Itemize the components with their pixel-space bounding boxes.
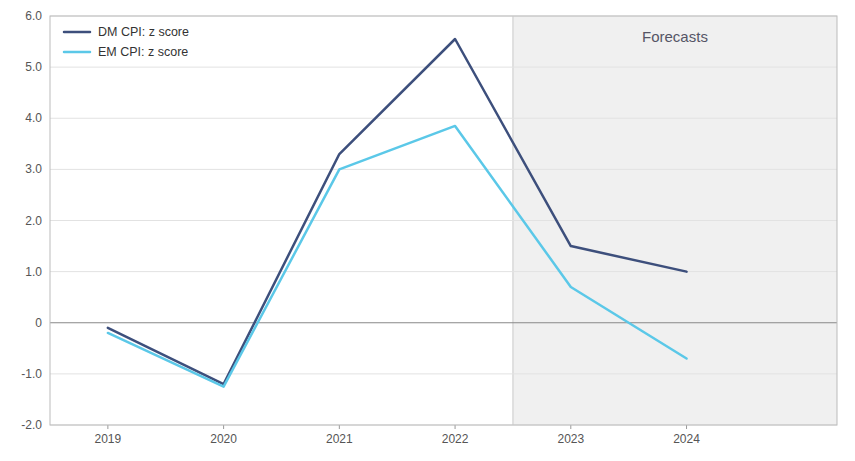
y-tick-label: 0 xyxy=(35,316,42,330)
legend-label: EM CPI: z score xyxy=(98,45,188,59)
y-tick-label: -2.0 xyxy=(21,418,42,432)
x-tick xyxy=(455,425,456,429)
y-tick-label: 5.0 xyxy=(25,60,42,74)
x-tick-label: 2024 xyxy=(673,432,700,446)
x-tick-label: 2023 xyxy=(557,432,584,446)
legend-label: DM CPI: z score xyxy=(98,25,189,39)
x-tick-label: 2021 xyxy=(326,432,353,446)
grid-line xyxy=(50,271,837,272)
x-tick xyxy=(339,425,340,429)
x-tick-label: 2022 xyxy=(442,432,469,446)
grid-line xyxy=(50,220,837,221)
series-line xyxy=(108,126,687,387)
y-tick-label: 6.0 xyxy=(25,9,42,23)
chart-container: -2.0 -1.0 0 1.0 2.0 3.0 4.0 5.0 6.0 2019 2020 2021 2… xyxy=(0,0,855,461)
series-group xyxy=(108,39,687,387)
y-tick-label: 4.0 xyxy=(25,111,42,125)
legend-swatch xyxy=(64,51,90,54)
zero-line xyxy=(50,322,837,323)
grid-line xyxy=(50,67,837,68)
grid-line xyxy=(50,373,837,374)
legend-swatch xyxy=(64,31,90,34)
y-tick-label: 1.0 xyxy=(25,265,42,279)
x-tick-label: 2020 xyxy=(210,432,237,446)
x-tick xyxy=(223,425,224,429)
series-line xyxy=(108,39,687,384)
y-tick-label: -1.0 xyxy=(21,367,42,381)
x-tick xyxy=(107,425,108,429)
x-tick xyxy=(570,425,571,429)
grid-line xyxy=(50,118,837,119)
x-tick-label: 2019 xyxy=(95,432,122,446)
plot-background xyxy=(50,16,837,425)
legend: DM CPI: z score EM CPI: z score xyxy=(64,25,189,59)
chart: -2.0 -1.0 0 1.0 2.0 3.0 4.0 5.0 6.0 2019 2020 2021 2… xyxy=(0,0,855,461)
forecast-label: Forecasts xyxy=(642,28,708,45)
x-tick xyxy=(686,425,687,429)
page: {"chart_data": {"type": "line", "x": [20… xyxy=(0,0,855,461)
y-tick-label: 2.0 xyxy=(25,214,42,228)
plot-frame xyxy=(50,16,837,425)
y-tick-label: 3.0 xyxy=(25,162,42,176)
grid-line xyxy=(50,169,837,170)
